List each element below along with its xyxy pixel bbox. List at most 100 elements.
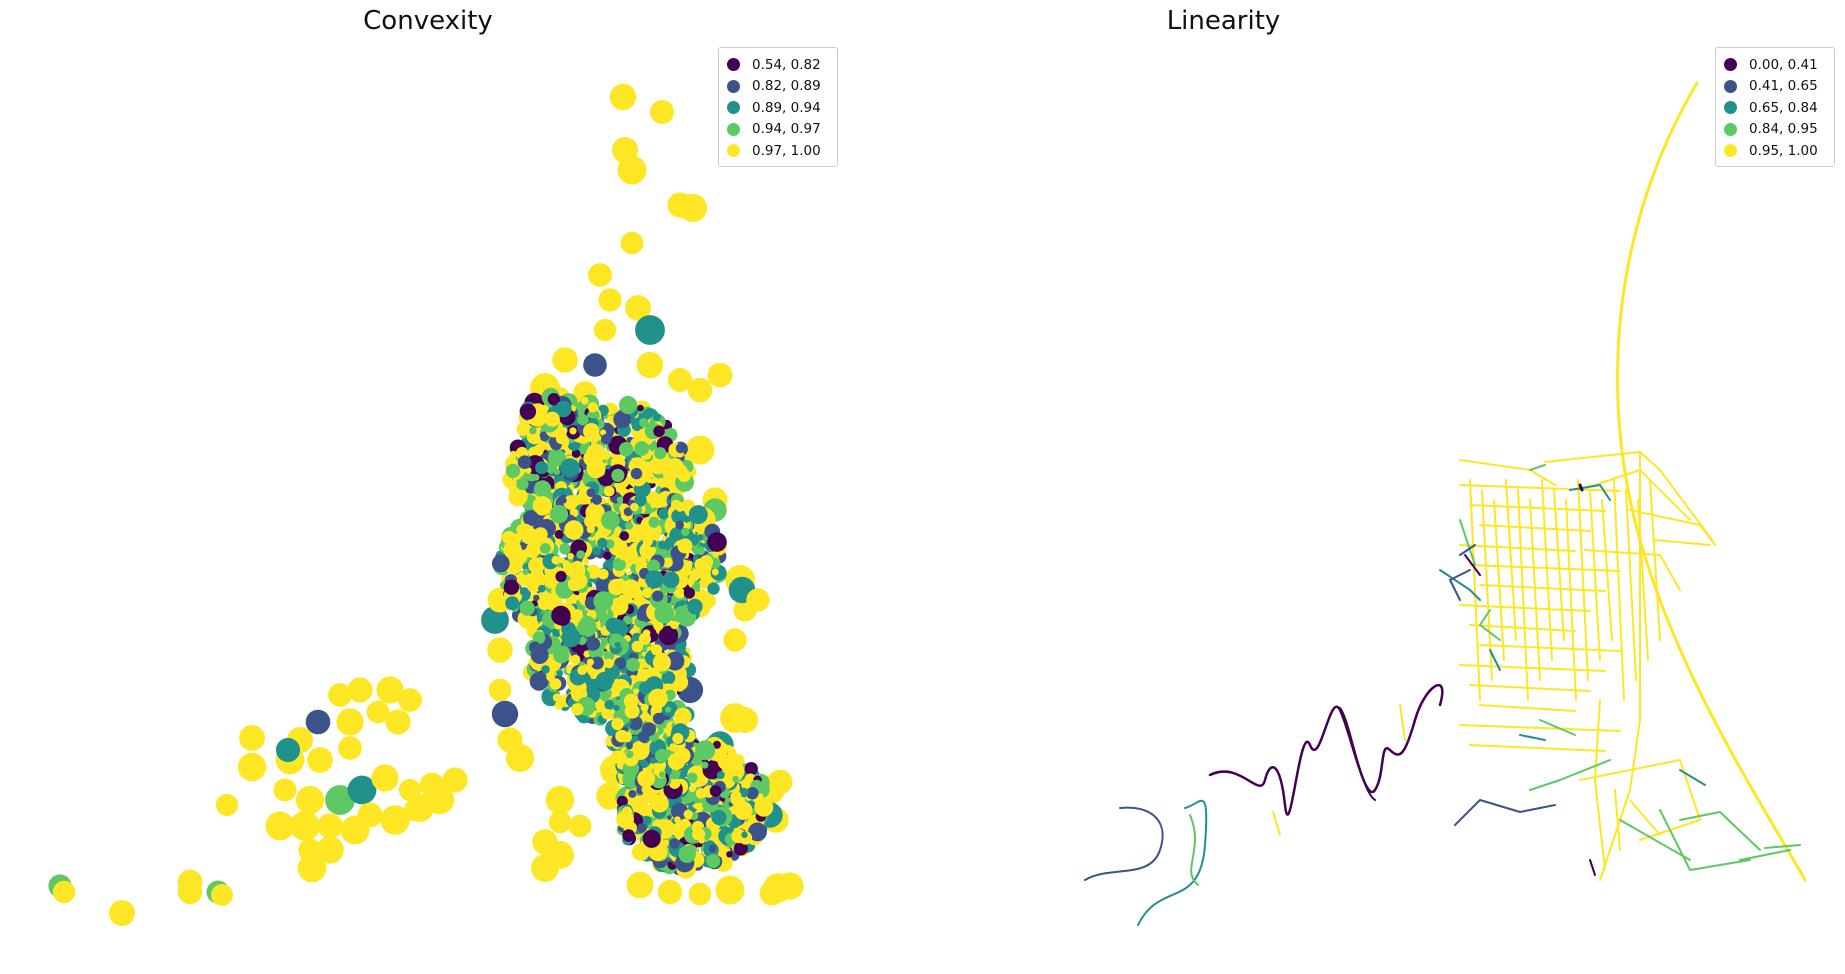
tessellation-cell bbox=[688, 882, 712, 906]
tessellation-cell bbox=[591, 494, 603, 505]
tessellation-cell bbox=[539, 543, 551, 554]
street-segment bbox=[1619, 819, 1691, 861]
tessellation-cell bbox=[586, 525, 595, 534]
tessellation-cell bbox=[642, 829, 661, 848]
tessellation-cell bbox=[711, 568, 719, 576]
tessellation-cell bbox=[724, 797, 731, 804]
tessellation-cell bbox=[295, 785, 325, 815]
tessellation-cell bbox=[658, 540, 667, 550]
tessellation-cell bbox=[646, 559, 661, 573]
tessellation-cell bbox=[555, 400, 572, 418]
tessellation-cell bbox=[716, 845, 729, 857]
tessellation-cell bbox=[741, 831, 748, 839]
legend-label: 0.97, 1.00 bbox=[752, 142, 821, 159]
tessellation-cell bbox=[305, 709, 331, 735]
street-segment bbox=[1459, 484, 1621, 492]
tessellation-cell bbox=[567, 577, 582, 592]
tessellation-cell bbox=[535, 461, 549, 475]
street-segment bbox=[1459, 544, 1476, 556]
linearity-panel: Linearity 0.00, 0.41 0.41, 0.65 0.65, 0.… bbox=[922, 0, 1845, 974]
tessellation-cell bbox=[650, 794, 669, 813]
tessellation-cell bbox=[626, 657, 640, 672]
tessellation-cell bbox=[597, 537, 608, 549]
street-segment bbox=[1459, 459, 1556, 486]
tessellation-cell bbox=[575, 401, 585, 411]
tessellation-cell bbox=[645, 570, 664, 589]
street-segment bbox=[1739, 849, 1791, 861]
street-segment bbox=[1505, 479, 1517, 641]
tessellation-cell bbox=[694, 558, 708, 572]
tessellation-cell bbox=[625, 521, 634, 530]
tessellation-cell bbox=[275, 737, 301, 763]
legend-entry: 0.00, 0.41 bbox=[1724, 54, 1826, 76]
linearity-legend: 0.00, 0.41 0.41, 0.65 0.65, 0.84 0.84, 0… bbox=[1715, 47, 1835, 167]
tessellation-cell bbox=[576, 550, 586, 559]
legend-swatch bbox=[1724, 101, 1737, 115]
street-segment bbox=[1544, 451, 1713, 541]
tessellation-cell bbox=[611, 717, 624, 731]
tessellation-cell bbox=[564, 520, 584, 540]
tessellation-cell bbox=[683, 587, 696, 599]
convexity-panel: Convexity 0.54, 0.82 0.82, 0.89 0.89, 0.… bbox=[0, 0, 922, 974]
tessellation-cell bbox=[536, 443, 543, 450]
tessellation-cell bbox=[273, 778, 297, 802]
tessellation-cell bbox=[668, 777, 681, 789]
tessellation-cell bbox=[604, 658, 614, 669]
tessellation-cell bbox=[570, 654, 581, 665]
tessellation-cell bbox=[530, 472, 539, 481]
tessellation-cell bbox=[555, 570, 567, 583]
tessellation-cell bbox=[604, 486, 615, 497]
tessellation-cell bbox=[612, 557, 626, 571]
tessellation-cell bbox=[371, 764, 399, 792]
tessellation-cell bbox=[654, 603, 675, 624]
tessellation-cell bbox=[528, 557, 545, 574]
tessellation-cell bbox=[572, 560, 583, 571]
tessellation-cell bbox=[366, 700, 390, 724]
tessellation-cell bbox=[661, 671, 676, 685]
tessellation-cell bbox=[695, 740, 716, 761]
tessellation-cell bbox=[670, 499, 681, 510]
tessellation-cell bbox=[674, 587, 686, 599]
tessellation-cell bbox=[580, 396, 589, 405]
tessellation-cell bbox=[581, 557, 590, 566]
tessellation-cell bbox=[425, 785, 455, 815]
tessellation-cell bbox=[665, 706, 672, 713]
street-segment bbox=[1464, 554, 1481, 576]
tessellation-cell bbox=[720, 703, 750, 733]
tessellation-cell bbox=[522, 568, 529, 575]
tessellation-cell bbox=[619, 395, 638, 415]
street-segment bbox=[1479, 704, 1576, 712]
tessellation-cell bbox=[605, 617, 621, 633]
tessellation-cell bbox=[712, 740, 721, 749]
tessellation-cell bbox=[659, 771, 666, 778]
street-segment bbox=[1578, 483, 1584, 492]
street-segment bbox=[1454, 799, 1556, 826]
tessellation-cell bbox=[670, 620, 679, 630]
tessellation-cell bbox=[547, 448, 566, 467]
tessellation-cell bbox=[547, 393, 561, 406]
tessellation-cell bbox=[598, 288, 622, 312]
tessellation-cell bbox=[678, 845, 696, 863]
street-segment bbox=[1659, 809, 1751, 871]
tessellation-cell bbox=[505, 596, 520, 611]
tessellation-cell bbox=[616, 496, 624, 503]
tessellation-cell bbox=[662, 571, 680, 589]
tessellation-cell bbox=[560, 497, 567, 504]
tessellation-cell bbox=[338, 736, 362, 760]
tessellation-cell bbox=[529, 672, 549, 691]
tessellation-cell bbox=[237, 752, 267, 782]
tessellation-cell bbox=[726, 851, 733, 858]
street-segment bbox=[1764, 844, 1801, 849]
tessellation-cell bbox=[347, 677, 373, 703]
tessellation-cell bbox=[658, 625, 679, 646]
street-segment bbox=[1589, 489, 1601, 661]
tessellation-cell bbox=[491, 554, 510, 573]
street-segment bbox=[1594, 699, 1606, 871]
tessellation-cell bbox=[568, 814, 592, 838]
tessellation-cell bbox=[683, 515, 691, 523]
tessellation-cell bbox=[553, 468, 561, 475]
tessellation-cell bbox=[523, 510, 539, 527]
tessellation-cell bbox=[711, 810, 727, 826]
tessellation-cell bbox=[532, 571, 544, 583]
tessellation-cell bbox=[669, 743, 678, 752]
